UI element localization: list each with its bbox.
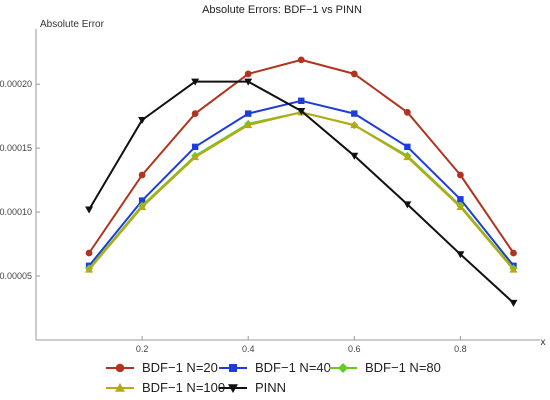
data-point xyxy=(456,202,465,210)
data-point xyxy=(244,70,252,78)
data-point xyxy=(244,78,253,86)
legend-label: PINN xyxy=(255,380,286,395)
data-point xyxy=(457,171,464,179)
data-point xyxy=(297,108,306,116)
data-point xyxy=(85,265,94,273)
data-point xyxy=(350,152,359,160)
axes: 0.2 0.4 0.6 0.8 0.00005 0.00010 0.00015 0.00020 xyxy=(0,29,540,354)
legend-item: BDF−1 N=80 xyxy=(329,360,441,375)
legend-marker xyxy=(115,363,125,373)
legend-item: BDF−1 N=20 xyxy=(106,360,218,375)
legend-marker xyxy=(115,383,125,392)
data-point xyxy=(244,121,253,129)
legend-item: BDF−1 N=40 xyxy=(219,360,331,375)
data-point xyxy=(509,265,518,273)
data-point xyxy=(85,249,93,257)
x-tick-label: 0.8 xyxy=(454,344,467,354)
series-layer xyxy=(85,56,518,307)
data-point xyxy=(138,171,146,179)
data-point xyxy=(191,143,199,151)
y-tick-label: 0.00010 xyxy=(0,207,32,217)
data-point xyxy=(191,78,200,86)
legend-label: BDF−1 N=80 xyxy=(365,360,441,375)
x-tick-label: 0.6 xyxy=(348,344,361,354)
series-line xyxy=(88,99,515,267)
x-tick-label: 0.2 xyxy=(136,344,149,354)
data-point xyxy=(350,121,359,129)
data-point xyxy=(403,201,412,209)
data-point xyxy=(403,153,412,161)
legend-item: PINN xyxy=(219,380,286,395)
x-axis-title: x xyxy=(541,337,546,348)
series-5 xyxy=(85,78,518,307)
legend-marker xyxy=(228,384,238,393)
y-tick-label: 0.00020 xyxy=(0,79,32,89)
data-point xyxy=(297,56,305,64)
legend: BDF−1 N=20 BDF−1 N=40 BDF−1 N=80 BDF−1 N=10… xyxy=(106,360,441,395)
data-point xyxy=(509,299,518,307)
data-point xyxy=(138,116,147,124)
data-point xyxy=(456,251,465,259)
chart-title: Absolute Errors: BDF−1 vs PINN xyxy=(202,4,362,16)
series-line xyxy=(88,58,515,254)
data-point xyxy=(191,153,200,161)
y-tick-label: 0.00015 xyxy=(0,143,32,153)
data-point xyxy=(298,97,305,104)
x-tick-label: 0.4 xyxy=(242,344,255,354)
legend-item: BDF−1 N=100 xyxy=(106,380,225,395)
y-axis-title: Absolute Error xyxy=(40,19,105,30)
legend-label: BDF−1 N=40 xyxy=(255,360,331,375)
legend-label: BDF−1 N=100 xyxy=(142,380,225,395)
data-point xyxy=(245,110,252,117)
legend-marker xyxy=(229,364,237,372)
y-tick-label: 0.00005 xyxy=(0,271,32,281)
legend-label: BDF−1 N=20 xyxy=(142,360,218,375)
data-point xyxy=(510,249,517,257)
legend-marker xyxy=(338,363,348,373)
series-2 xyxy=(85,97,517,270)
data-point xyxy=(85,206,94,214)
data-point xyxy=(138,197,146,204)
data-point xyxy=(350,70,358,78)
data-point xyxy=(138,202,147,210)
series-1 xyxy=(85,56,517,257)
data-point xyxy=(457,196,464,203)
data-point xyxy=(191,110,199,117)
data-point xyxy=(351,110,358,117)
data-point xyxy=(404,143,411,151)
data-point xyxy=(403,108,411,116)
